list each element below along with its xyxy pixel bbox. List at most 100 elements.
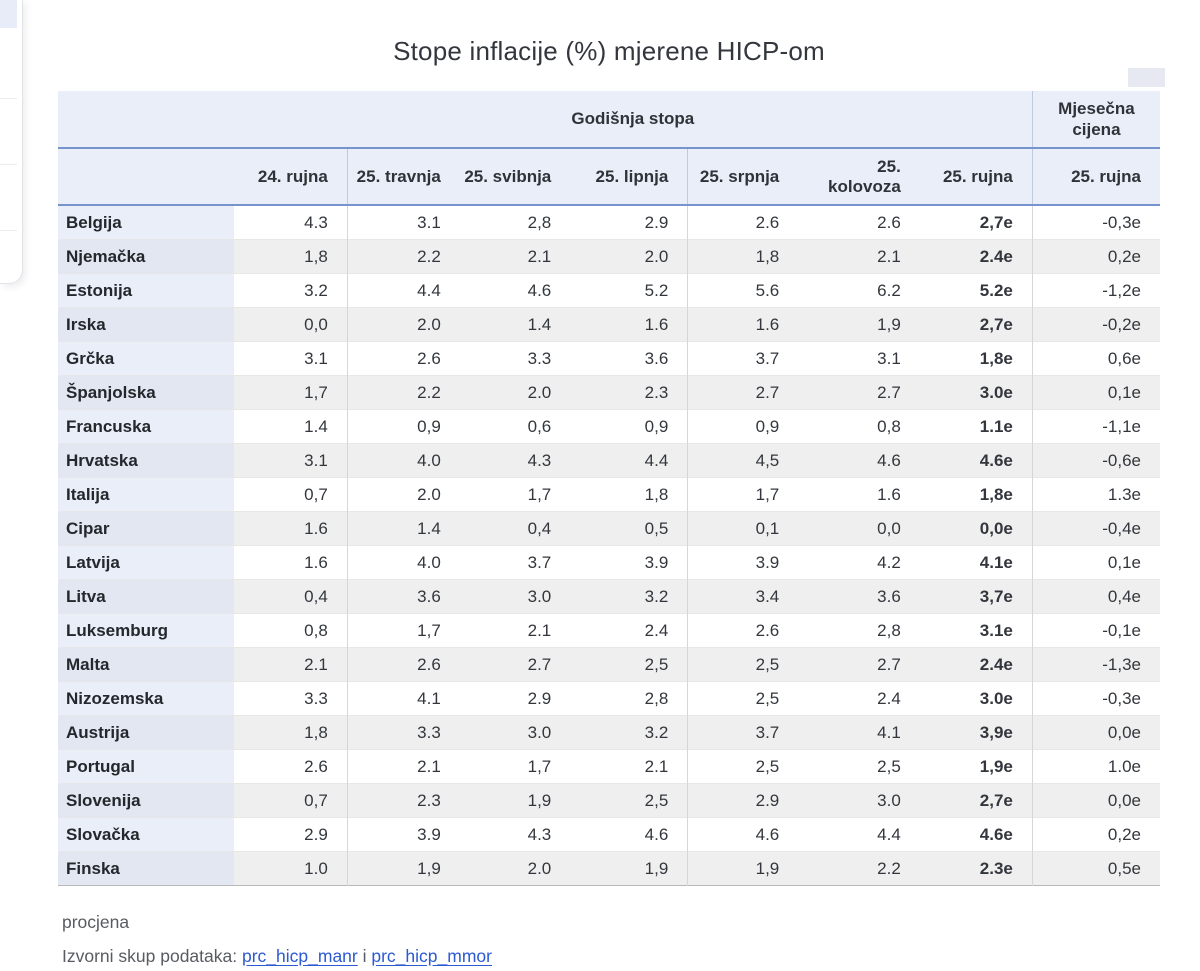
- annual-value-cell: 3.7: [687, 715, 799, 750]
- annual-value-cell: 4.0: [346, 443, 460, 478]
- annual-value-cell: 2,5: [687, 749, 799, 784]
- monthly-value-cell: 0,0e: [1031, 783, 1160, 818]
- panel-divider: [0, 98, 17, 99]
- country-label: Španjolska: [58, 375, 234, 410]
- annual-value-cell: 2.9: [459, 681, 571, 716]
- country-label: Belgija: [58, 205, 234, 240]
- annual-value-cell: 3.3: [459, 341, 571, 376]
- country-label: Nizozemska: [58, 681, 234, 716]
- source-line: Izvorni skup podataka: prc_hicp_manr i p…: [62, 946, 1160, 967]
- annual-value-cell: 1,9: [459, 783, 571, 818]
- monthly-value-cell: -0,2e: [1031, 307, 1160, 342]
- table-row: Španjolska 1,7 2.2 2.0 2.3 2.7 2.7 3.0e 0,1e: [58, 375, 1160, 410]
- monthly-value-cell: -0,6e: [1031, 443, 1160, 478]
- annual-value-cell: 1,7: [346, 613, 460, 648]
- annual-value-cell: 3.3: [346, 715, 460, 750]
- monthly-value-cell: 0,1e: [1031, 375, 1160, 410]
- annual-value-cell: 2.0: [459, 851, 571, 886]
- country-label: Slovačka: [58, 817, 234, 852]
- column-header: 25. rujna: [919, 148, 1033, 206]
- annual-value-cell: 0,1: [687, 511, 799, 546]
- corner-cell: [58, 148, 234, 206]
- annual-value-cell: 2.0: [459, 375, 571, 410]
- monthly-value-cell: -1,2e: [1031, 273, 1160, 308]
- annual-value-cell: 0,4: [459, 511, 571, 546]
- annual-value-cell: 2.6: [687, 205, 799, 240]
- annual-value-cell: 2.0: [346, 307, 460, 342]
- country-label: Estonija: [58, 273, 234, 308]
- annual-value-cell: 0,5: [570, 511, 688, 546]
- estimate-value-cell: 4.6e: [919, 443, 1033, 478]
- annual-value-cell: 1,9: [687, 851, 799, 886]
- country-label: Luksemburg: [58, 613, 234, 648]
- annual-value-cell: 1.4: [346, 511, 460, 546]
- country-label: Malta: [58, 647, 234, 682]
- annual-value-cell: 0,9: [570, 409, 688, 444]
- source-link-manr[interactable]: prc_hicp_manr: [241, 946, 358, 966]
- estimate-value-cell: 3,9e: [919, 715, 1033, 750]
- annual-value-cell: 4.3: [459, 443, 571, 478]
- annual-value-cell: 0,6: [459, 409, 571, 444]
- source-label: Izvorni skup podataka:: [62, 946, 238, 966]
- annual-value-cell: 2.2: [798, 851, 920, 886]
- annual-value-cell: 4.6: [798, 443, 920, 478]
- annual-value-cell: 2.1: [459, 613, 571, 648]
- corner-cell: [58, 91, 234, 149]
- annual-value-cell: 2,5: [687, 647, 799, 682]
- country-label: Cipar: [58, 511, 234, 546]
- annual-value-cell: 4.3: [459, 817, 571, 852]
- monthly-value-cell: 0,4e: [1031, 579, 1160, 614]
- monthly-value-cell: 0,0e: [1031, 715, 1160, 750]
- table-row: Litva 0,4 3.6 3.0 3.2 3.4 3.6 3,7e 0,4e: [58, 579, 1160, 614]
- panel-highlight: [0, 0, 17, 28]
- country-label: Latvija: [58, 545, 234, 580]
- country-label: Njemačka: [58, 239, 234, 274]
- annual-value-cell: 3.6: [570, 341, 688, 376]
- background-panel-fragment-left: [0, 0, 23, 284]
- table-row: Hrvatska 3.1 4.0 4.3 4.4 4,5 4.6 4.6e -0,6e: [58, 443, 1160, 478]
- inflation-table: Godišnja stopa Mjesečna cijena 24. rujna…: [58, 91, 1160, 886]
- source-link-mmor[interactable]: prc_hicp_mmor: [371, 946, 492, 966]
- annual-value-cell: 1,8: [687, 239, 799, 274]
- annual-value-cell: 2.9: [233, 817, 348, 852]
- annual-value-cell: 4.4: [346, 273, 460, 308]
- country-label: Austrija: [58, 715, 234, 750]
- annual-value-cell: 4.4: [798, 817, 920, 852]
- annual-value-cell: 4.6: [687, 817, 799, 852]
- monthly-value-cell: 0,1e: [1031, 545, 1160, 580]
- annual-value-cell: 3.2: [570, 579, 688, 614]
- annual-value-cell: 3.4: [687, 579, 799, 614]
- monthly-value-cell: 0,6e: [1031, 341, 1160, 376]
- annual-value-cell: 1,7: [687, 477, 799, 512]
- annual-value-cell: 3.1: [233, 443, 348, 478]
- annual-value-cell: 0,4: [233, 579, 348, 614]
- annual-value-cell: 2,5: [798, 749, 920, 784]
- annual-value-cell: 2.3: [346, 783, 460, 818]
- annual-value-cell: 4.1: [346, 681, 460, 716]
- monthly-value-cell: 0,2e: [1031, 817, 1160, 852]
- table-body: Belgija 4.3 3.1 2,8 2.9 2.6 2.6 2,7e -0,3e Njemač…: [58, 205, 1160, 886]
- country-label: Portugal: [58, 749, 234, 784]
- table-row: Francuska 1.4 0,9 0,6 0,9 0,9 0,8 1.1e -1,1e: [58, 409, 1160, 444]
- country-label: Irska: [58, 307, 234, 342]
- annual-value-cell: 1.6: [798, 477, 920, 512]
- group-header-row: Godišnja stopa Mjesečna cijena: [58, 91, 1160, 149]
- column-header: 25. srpnja: [687, 148, 799, 206]
- annual-value-cell: 0,8: [233, 613, 348, 648]
- table-row: Belgija 4.3 3.1 2,8 2.9 2.6 2.6 2,7e -0,3e: [58, 205, 1160, 240]
- annual-value-cell: 1.4: [459, 307, 571, 342]
- monthly-value-cell: -0,4e: [1031, 511, 1160, 546]
- annual-value-cell: 0,0: [798, 511, 920, 546]
- annual-value-cell: 1,9: [570, 851, 688, 886]
- table-row: Finska 1.0 1,9 2.0 1,9 1,9 2.2 2.3e 0,5e: [58, 851, 1160, 886]
- annual-value-cell: 2.0: [570, 239, 688, 274]
- table-row: Njemačka 1,8 2.2 2.1 2.0 1,8 2.1 2.4e 0,2e: [58, 239, 1160, 274]
- estimate-value-cell: 2,7e: [919, 205, 1033, 240]
- estimate-value-cell: 2.3e: [919, 851, 1033, 886]
- annual-value-cell: 1.6: [687, 307, 799, 342]
- annual-value-cell: 2.7: [459, 647, 571, 682]
- annual-value-cell: 4.1: [798, 715, 920, 750]
- estimate-value-cell: 3,7e: [919, 579, 1033, 614]
- annual-value-cell: 2.3: [570, 375, 688, 410]
- estimate-value-cell: 0,0e: [919, 511, 1033, 546]
